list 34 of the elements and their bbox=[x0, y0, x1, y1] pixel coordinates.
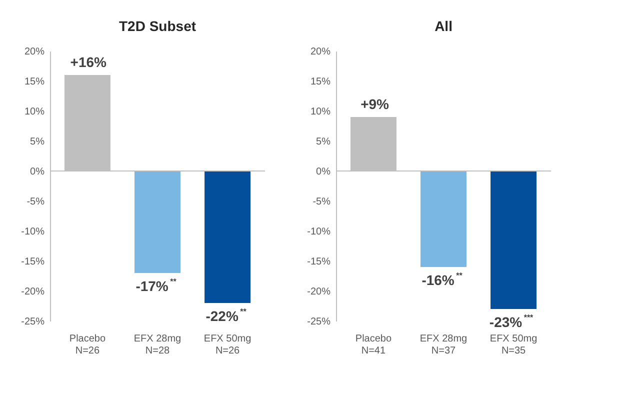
y-tick-label: -20% bbox=[307, 286, 331, 298]
x-tick-label: Placebo N=26 bbox=[69, 334, 106, 356]
chart-title: T2D Subset bbox=[118, 18, 196, 34]
y-tick-label: -10% bbox=[307, 226, 331, 238]
y-tick-label: -25% bbox=[21, 316, 45, 328]
y-tick-label: 0% bbox=[316, 166, 331, 178]
y-tick-label: 20% bbox=[24, 46, 45, 58]
data-label: -16%** bbox=[422, 271, 464, 288]
y-tick-label: -10% bbox=[21, 226, 45, 238]
x-tick-label: EFX 28mg N=37 bbox=[420, 334, 468, 356]
y-tick-label: -25% bbox=[307, 316, 331, 328]
x-tick-label: EFX 50mg N=35 bbox=[490, 334, 538, 356]
y-tick-label: -5% bbox=[26, 196, 45, 208]
y-tick-label: -20% bbox=[21, 286, 45, 298]
y-tick-label: 10% bbox=[310, 106, 331, 118]
y-tick-label: -5% bbox=[312, 196, 331, 208]
y-tick-label: -15% bbox=[21, 256, 45, 268]
x-tick-label: Placebo N=41 bbox=[355, 334, 392, 356]
data-label: +9% bbox=[360, 96, 390, 112]
data-label: -22%** bbox=[206, 307, 248, 324]
y-tick-label: 5% bbox=[30, 136, 45, 148]
y-tick-label: 15% bbox=[310, 76, 331, 88]
data-label: -23%*** bbox=[489, 313, 534, 330]
chart-title: All bbox=[434, 18, 452, 34]
y-tick-label: 20% bbox=[310, 46, 331, 58]
y-tick-label: 15% bbox=[24, 76, 45, 88]
data-label: +16% bbox=[70, 54, 108, 70]
y-tick-label: 5% bbox=[316, 136, 331, 148]
y-tick-label: 10% bbox=[24, 106, 45, 118]
y-tick-label: -15% bbox=[307, 256, 331, 268]
x-tick-label: EFX 50mg N=26 bbox=[204, 334, 252, 356]
data-label: -17%** bbox=[136, 277, 178, 294]
y-tick-label: 0% bbox=[30, 166, 45, 178]
x-tick-label: EFX 28mg N=28 bbox=[134, 334, 182, 356]
